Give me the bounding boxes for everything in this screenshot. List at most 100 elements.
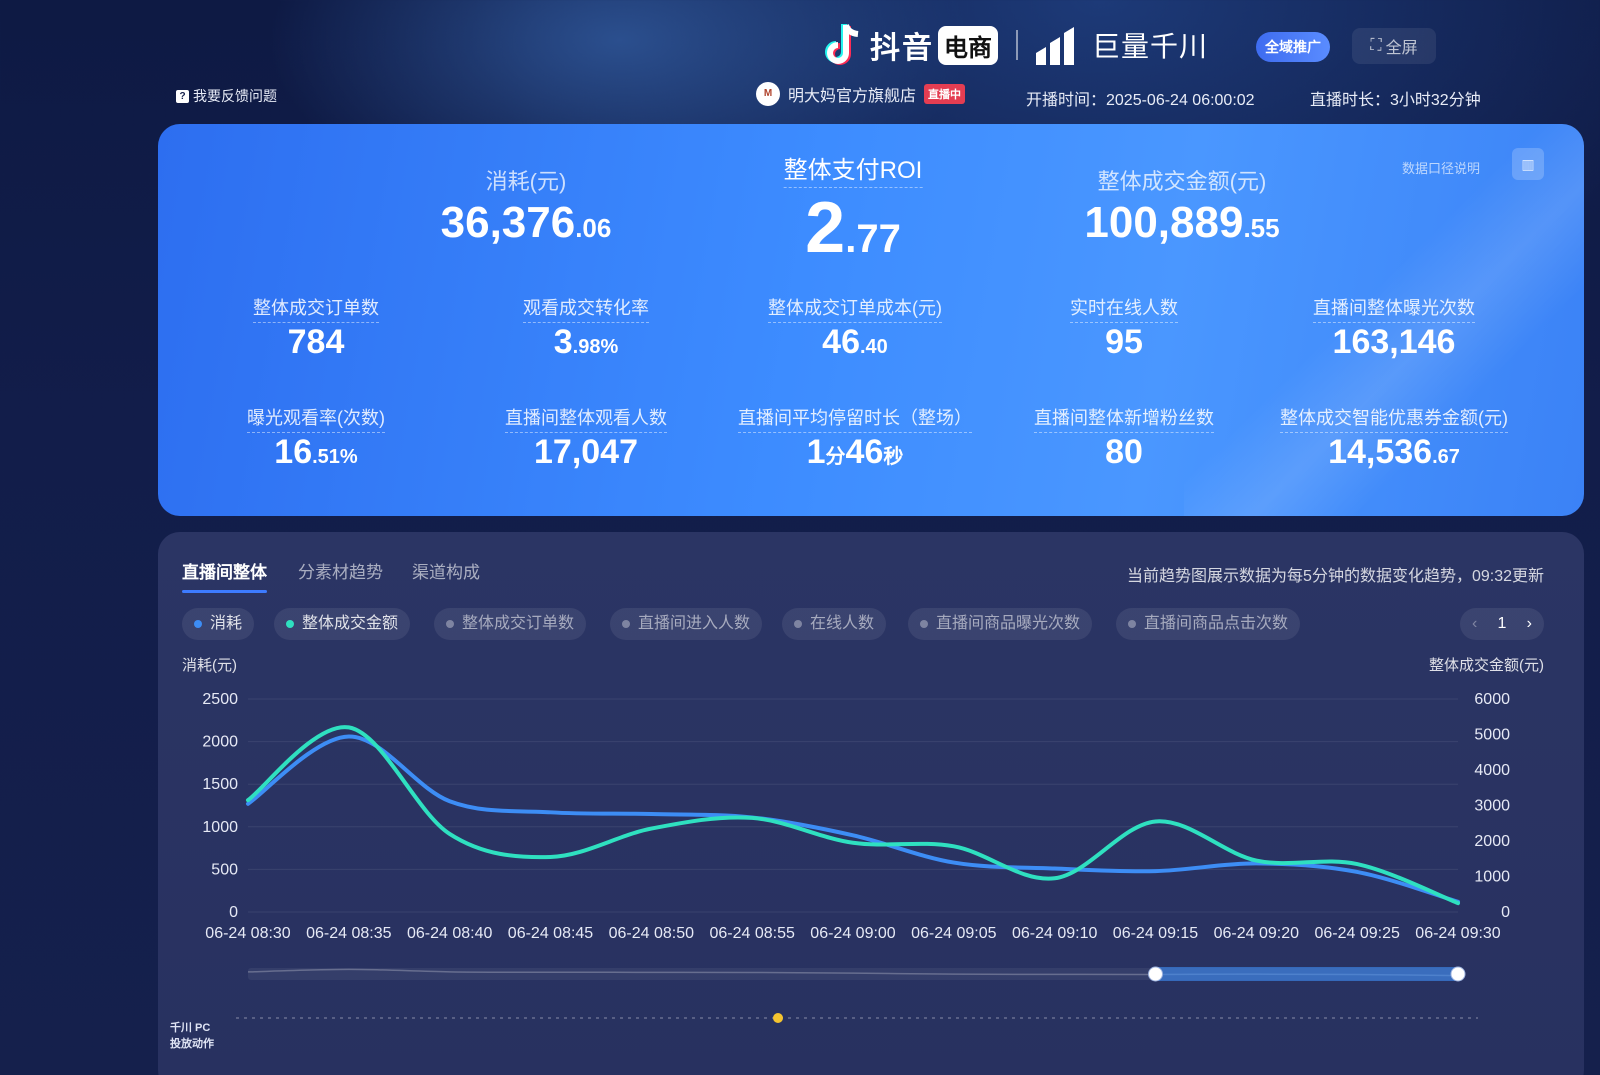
x-tick-label: 06-24 09:20 [1214, 925, 1300, 942]
feedback-label: 我要反馈问题 [193, 88, 277, 104]
metric-label: 整体成交智能优惠券金额(元) [1280, 404, 1508, 433]
trend-chart: 0 500 1000 1500 2000 2500 0 1000 2000 3000 4000 500… [202, 691, 1510, 1023]
zoom-handle-end[interactable] [1450, 966, 1466, 982]
series-dot [920, 620, 928, 628]
chevron-right-icon[interactable]: › [1526, 615, 1532, 632]
series-dot [286, 620, 294, 628]
series-dot [1128, 620, 1136, 628]
chip-label: 直播间商品曝光次数 [936, 615, 1081, 632]
chip-product-exposure[interactable]: 直播间商品曝光次数 [908, 608, 1093, 640]
shop-name: 明大妈官方旗舰店 [788, 88, 917, 105]
series-dot [446, 620, 454, 628]
chevron-left-icon[interactable]: ‹ [1472, 615, 1478, 632]
tab-room-overall[interactable]: 直播间整体 [182, 558, 267, 593]
y-tick-right: 3000 [1474, 798, 1510, 815]
metric-label: 曝光观看率(次数) [247, 404, 385, 433]
metric-int: 14,536 [1328, 433, 1433, 471]
chip-label: 消耗 [210, 615, 243, 632]
page-number: 1 [1497, 615, 1507, 632]
pc-action-label: 千川 PC 投放动作 [170, 1020, 214, 1052]
x-tick-label: 06-24 09:30 [1415, 925, 1501, 942]
x-tick-label: 06-24 08:35 [306, 925, 392, 942]
metric-dec: .40 [860, 336, 888, 358]
y-tick-left: 1000 [202, 819, 238, 836]
metric-int: 16 [274, 433, 313, 471]
metric-dec: .98% [572, 336, 619, 358]
chip-pager[interactable]: ‹ 1 › [1460, 608, 1544, 640]
y-tick-left: 0 [229, 904, 238, 921]
brand-divider [1016, 30, 1018, 60]
metric-dec: 秒 [883, 446, 904, 468]
metric-int: 163,146 [1332, 323, 1456, 361]
metric-int: 100,889 [1084, 198, 1244, 247]
chip-spend[interactable]: 消耗 [182, 608, 255, 640]
chip-product-clicks[interactable]: 直播间商品点击次数 [1116, 608, 1301, 640]
y-tick-left: 1500 [202, 776, 238, 793]
metrics-card: 数据口径说明 ▥ 消耗(元) 36,376.06 整体支付ROI 2.77 整体… [158, 124, 1584, 516]
metric-exposure-count: 直播间整体曝光次数 163,146 [1313, 294, 1475, 362]
metric-dec: .06 [575, 213, 612, 243]
brand-name: 抖音 [870, 32, 934, 65]
chip-label: 在线人数 [810, 615, 875, 632]
x-tick-label: 06-24 08:30 [205, 925, 291, 942]
metric-dec: .67 [1432, 446, 1460, 468]
fullscreen-label: 全屏 [1385, 40, 1418, 57]
promo-badge[interactable]: 全域推广 [1256, 32, 1330, 62]
y-tick-right: 6000 [1474, 691, 1510, 708]
zoom-handle-start[interactable] [1148, 966, 1163, 982]
metric-label: 整体支付ROI [783, 150, 923, 188]
chip-gmv[interactable]: 整体成交金额 [274, 608, 411, 640]
x-tick-label: 06-24 09:05 [911, 925, 997, 942]
metric-label: 直播间整体新增粉丝数 [1034, 404, 1214, 433]
metric-roi: 整体支付ROI 2.77 [783, 150, 923, 288]
metric-label: 直播间整体曝光次数 [1313, 294, 1475, 323]
series-dot [194, 620, 202, 628]
chip-online[interactable]: 在线人数 [782, 608, 887, 640]
metric-label: 观看成交转化率 [523, 294, 649, 323]
action-marker[interactable] [773, 1013, 783, 1023]
series-dot [794, 620, 802, 628]
x-tick-label: 06-24 08:45 [508, 925, 594, 942]
x-tick-label: 06-24 09:15 [1113, 925, 1199, 942]
metric-new-fans: 直播间整体新增粉丝数 80 [1034, 404, 1214, 472]
metric-coupon-amount: 整体成交智能优惠券金额(元) 14,536.67 [1280, 404, 1508, 472]
metric-int: 3 [553, 323, 573, 361]
table-icon[interactable]: ▥ [1512, 148, 1544, 180]
trend-note: 当前趋势图展示数据为每5分钟的数据变化趋势，09:32更新 [1127, 568, 1544, 585]
metric-label: 整体成交金额(元) [1097, 169, 1267, 194]
metric-exposure-view-rate: 曝光观看率(次数) 16.51% [247, 404, 385, 472]
data-definition-link[interactable]: 数据口径说明 [1401, 161, 1480, 176]
x-tick-label: 06-24 08:40 [407, 925, 493, 942]
metric-order-cost: 整体成交订单成本(元) 46.40 [768, 294, 942, 362]
fullscreen-button[interactable]: ⛶ 全屏 [1352, 28, 1436, 64]
qianchuan-name: 巨量千川 [1092, 31, 1209, 62]
start-time: 开播时间：2025-06-24 06:00:02 [1026, 92, 1255, 109]
chip-room-entries[interactable]: 直播间进入人数 [610, 608, 763, 640]
series-line-gmv [246, 725, 1460, 906]
chip-label: 整体成交金额 [302, 615, 399, 632]
zoom-selection [1155, 967, 1458, 981]
y-tick-right: 4000 [1474, 762, 1510, 779]
y-tick-left: 500 [211, 861, 238, 878]
metric-label: 直播间平均停留时长（整场） [738, 404, 972, 433]
chip-orders[interactable]: 整体成交订单数 [434, 608, 587, 640]
tab-material-trend[interactable]: 分素材趋势 [298, 563, 383, 582]
chip-label: 整体成交订单数 [462, 615, 575, 632]
y-axis-left-label: 消耗(元) [182, 657, 237, 674]
chip-label: 直播间进入人数 [638, 615, 751, 632]
metric-spend: 消耗(元) 36,376.06 [441, 164, 612, 248]
brand-pill: 电商 [938, 25, 998, 65]
tab-channel-composition[interactable]: 渠道构成 [412, 563, 480, 582]
metric-order-count: 整体成交订单数 784 [253, 294, 379, 362]
y-tick-left: 2000 [202, 734, 238, 751]
series-line-spend [246, 734, 1460, 904]
y-axis-right-label: 整体成交金额(元) [1429, 657, 1544, 674]
metric-int: 784 [287, 323, 345, 361]
y-tick-left: 2500 [202, 691, 238, 708]
feedback-link[interactable]: ? 我要反馈问题 [176, 86, 277, 106]
action-label-line1: 千川 PC [170, 1022, 211, 1034]
metric-label: 消耗(元) [485, 169, 567, 194]
metric-label: 直播间整体观看人数 [505, 404, 667, 433]
metric-dec: .51% [312, 446, 358, 468]
series-dot [622, 620, 630, 628]
